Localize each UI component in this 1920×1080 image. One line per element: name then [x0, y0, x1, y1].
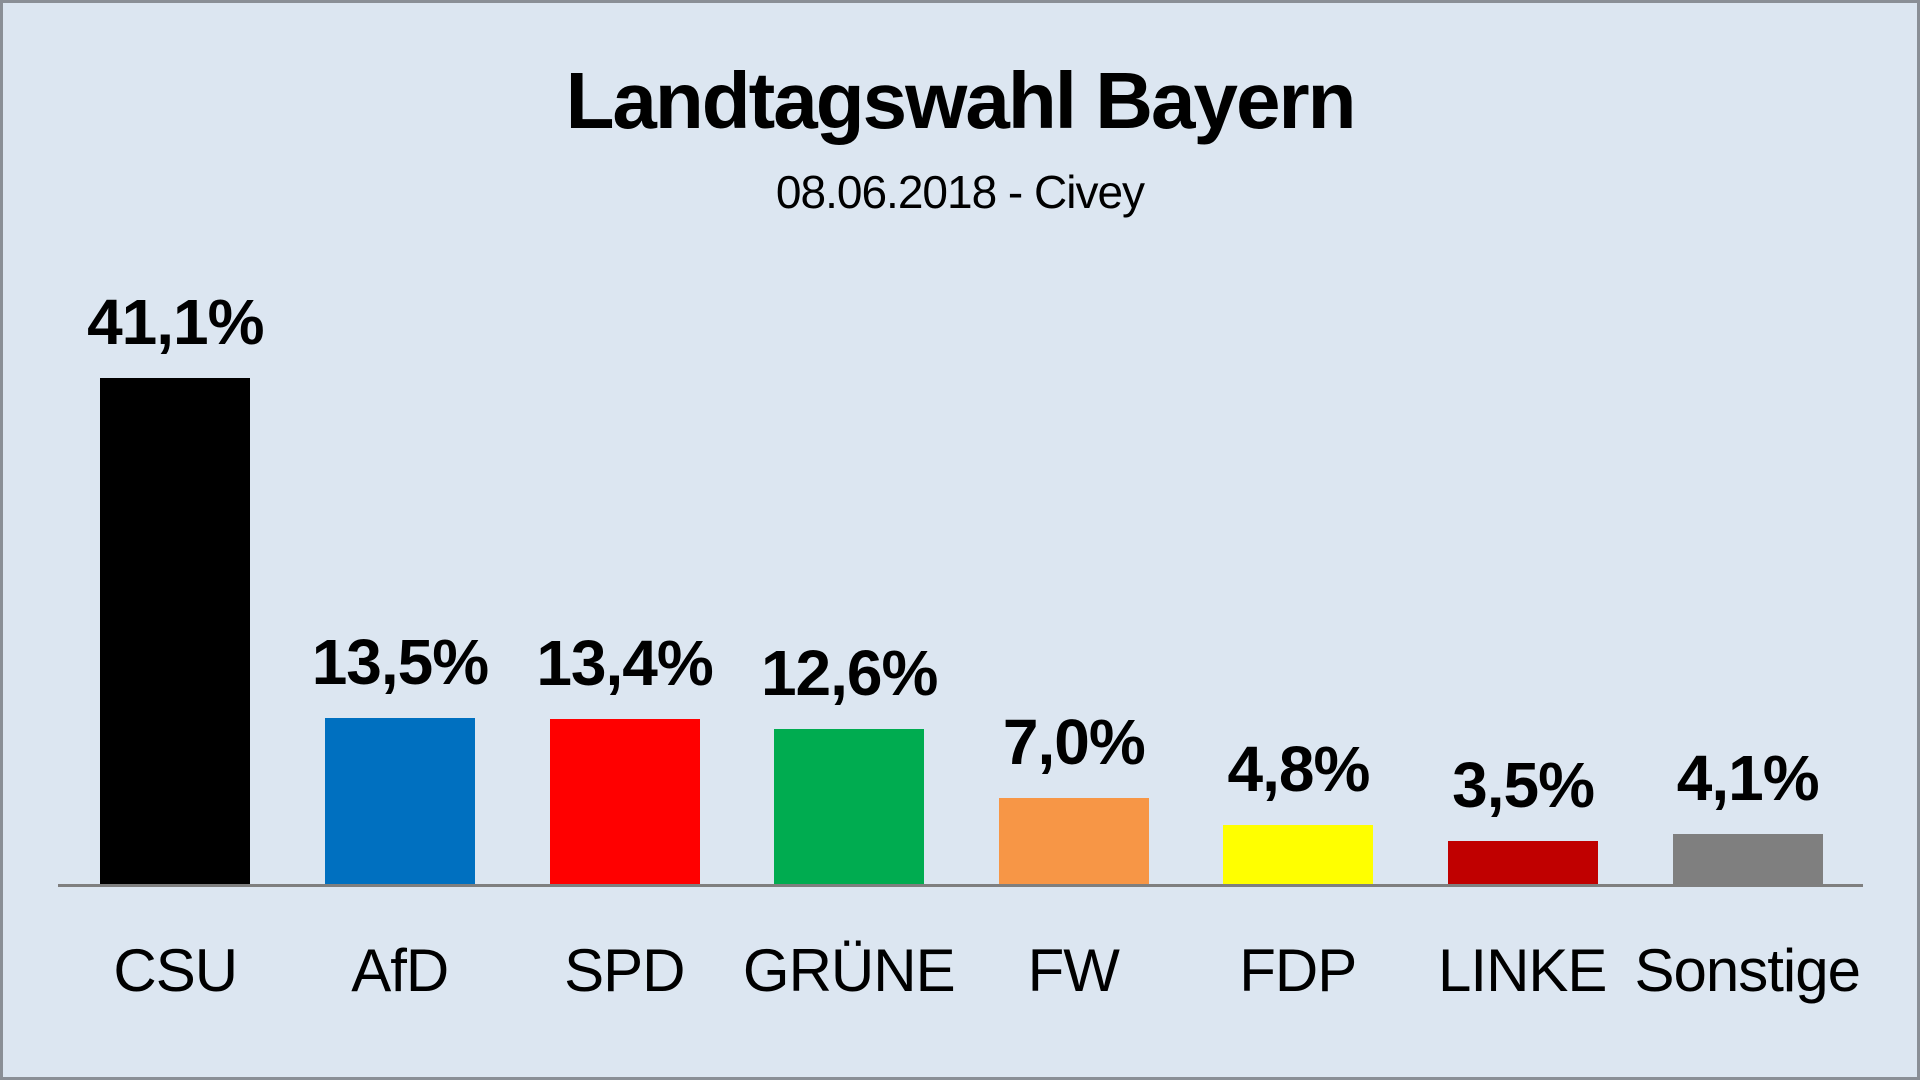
category-label: FW [1027, 937, 1120, 1004]
bar-column: 12,6% [737, 3, 962, 884]
bar-value-label: 3,5% [1452, 749, 1595, 821]
bar-value-label: 13,5% [311, 626, 489, 698]
bar-value-label: 7,0% [1002, 706, 1146, 778]
bar-column: 4,1% [1635, 3, 1860, 884]
bar-column: 4,8% [1186, 3, 1411, 884]
bar-linke [1448, 841, 1599, 884]
bar-value-label: 13,4% [536, 627, 713, 699]
bar-chart: 41,1% 13,5% 13,4% 12,6% 7,0% 4,8% 3,5% 4,1% [63, 3, 1860, 884]
category-label: LINKE [1438, 937, 1607, 1004]
bar-value-label: 12,6% [760, 637, 938, 709]
bar-column: 7,0% [962, 3, 1187, 884]
category-label: SPD [564, 937, 685, 1004]
category-label: AfD [351, 937, 449, 1004]
bar-column: 13,4% [512, 3, 737, 884]
bar-value-label: 4,8% [1227, 733, 1371, 805]
bar-fw [998, 798, 1149, 884]
category-label: Sonstige [1634, 937, 1861, 1004]
category-axis: CSU AfD SPD GRÜNE FW FDP LINKE Sonstige [63, 936, 1861, 1005]
bar-value-label: 41,1% [87, 286, 264, 358]
bar-fdp [1223, 825, 1374, 884]
page-title: Landtagswahl Bayern [565, 56, 1357, 145]
category-label: GRÜNE [742, 937, 956, 1004]
bar-column: 13,5% [288, 3, 513, 884]
category-label: FDP [1239, 937, 1357, 1004]
x-axis-line [58, 884, 1863, 887]
page-subtitle: 08.06.2018 - Civey [775, 166, 1145, 218]
bar-afd [324, 718, 475, 884]
bar-column: 41,1% [63, 3, 288, 884]
bar-spd [549, 719, 700, 884]
bar-csu [100, 378, 251, 884]
bar-value-label: 4,1% [1676, 742, 1820, 814]
bar-sonstige [1672, 834, 1823, 884]
bar-column: 3,5% [1411, 3, 1636, 884]
category-label: CSU [113, 937, 238, 1004]
bar-grüne [774, 729, 925, 884]
